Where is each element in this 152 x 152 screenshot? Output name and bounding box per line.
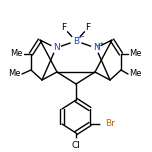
Text: +: + [95,43,101,48]
Text: −: − [75,36,81,41]
Text: N: N [53,43,59,52]
Text: −: − [78,34,84,40]
Circle shape [52,43,60,52]
Circle shape [84,24,92,32]
Text: Me: Me [9,69,21,78]
Text: Cl: Cl [72,140,80,150]
Text: Br: Br [105,119,115,128]
Text: Me: Me [129,50,142,59]
Circle shape [101,117,115,131]
Circle shape [60,24,68,32]
Circle shape [92,43,100,52]
Text: F: F [85,24,91,33]
Circle shape [71,36,81,46]
Text: +: + [98,41,104,47]
Text: Me: Me [129,69,142,78]
Circle shape [70,139,82,151]
Text: B: B [73,36,79,45]
Text: Me: Me [10,50,23,59]
Text: F: F [61,24,67,33]
Text: N: N [93,43,99,52]
